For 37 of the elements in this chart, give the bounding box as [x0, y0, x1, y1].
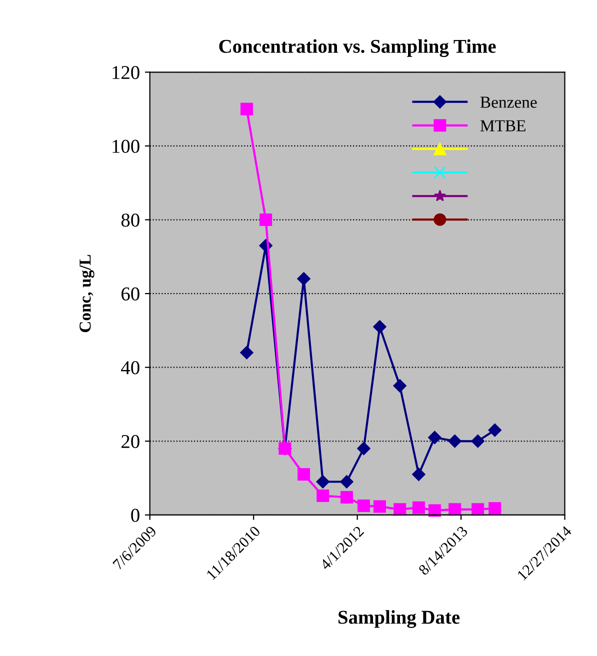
point — [373, 500, 386, 513]
point — [412, 501, 425, 514]
y-tick-label: 40 — [121, 361, 140, 374]
y-tick-label: 20 — [122, 434, 140, 448]
y-tick-label: 100 — [112, 140, 140, 153]
point — [488, 424, 502, 437]
point — [240, 346, 254, 360]
point — [472, 503, 484, 516]
y-axis-title: Conc, ug/L — [80, 254, 94, 332]
point — [393, 379, 406, 392]
point — [488, 502, 502, 515]
y-tick-label: 120 — [112, 66, 140, 80]
point — [298, 468, 310, 481]
y-tick-label: 60 — [122, 287, 140, 300]
point — [357, 499, 370, 512]
legend-label: Benzene — [480, 96, 537, 108]
x-axis-title: Sampling Date — [338, 610, 460, 628]
point — [357, 442, 370, 456]
y-tick-label: 0 — [131, 508, 140, 522]
point — [340, 491, 353, 504]
point — [471, 434, 484, 448]
chart-title: Concentration vs. Sampling Time — [219, 39, 496, 58]
point — [412, 468, 426, 481]
point — [297, 272, 310, 286]
point — [448, 434, 462, 448]
point — [373, 320, 386, 334]
point — [428, 504, 441, 517]
y-tick-label: 80 — [121, 214, 140, 227]
point — [316, 475, 330, 488]
point — [394, 503, 406, 516]
point — [340, 475, 354, 488]
point — [428, 430, 442, 444]
point — [240, 102, 253, 116]
point — [316, 490, 330, 502]
point — [260, 214, 272, 226]
legend-label: MTBE — [480, 120, 526, 132]
point — [448, 503, 462, 516]
